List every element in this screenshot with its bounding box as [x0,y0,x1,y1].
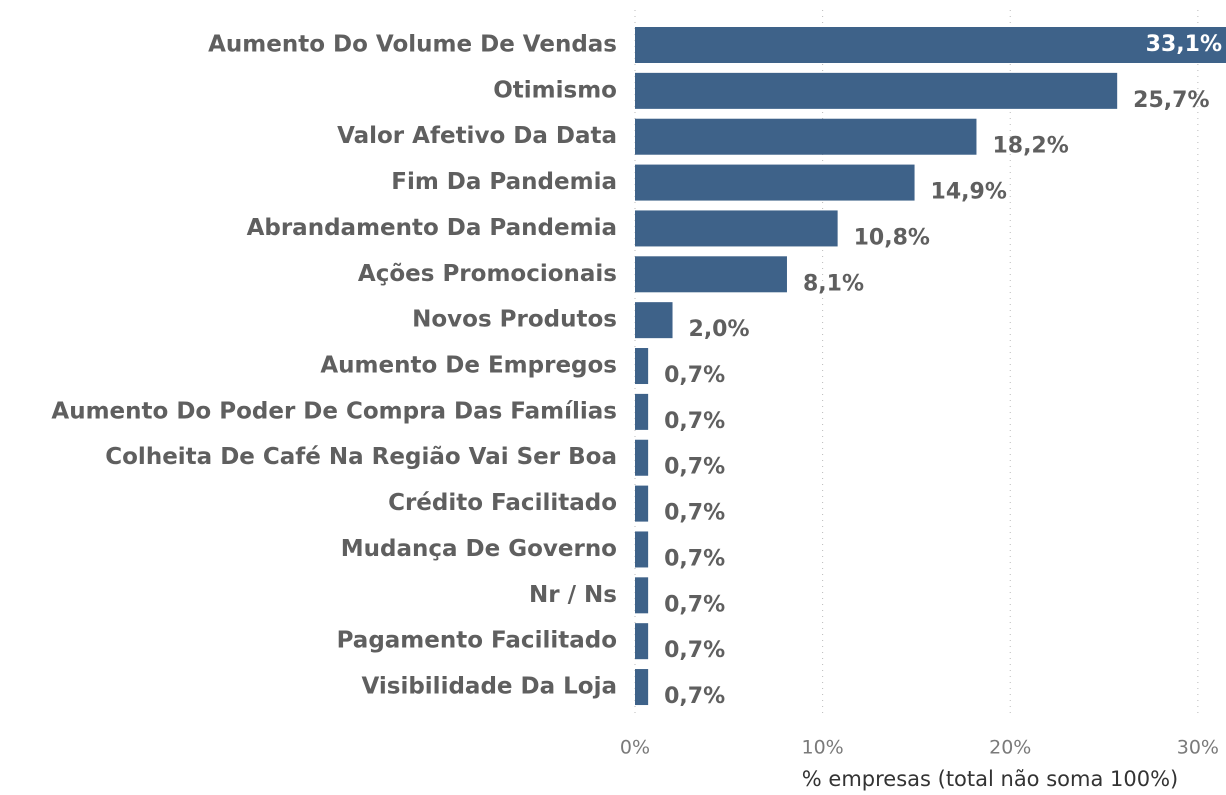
x-tick-label: 20% [989,737,1031,759]
bar [635,577,649,614]
value-label: 0,7% [664,592,725,617]
bar [635,485,649,522]
category-label: Visibilidade Da Loja [361,674,617,700]
category-label: Novos Produtos [412,307,617,333]
bar [635,256,787,293]
x-axis-title: % empresas (total não soma 100%) [802,767,1178,791]
bar [635,348,649,385]
category-label: Valor Afetivo Da Data [337,123,617,149]
category-label: Aumento Do Poder De Compra Das Famílias [51,398,617,424]
bar [635,27,1226,63]
value-label: 14,9% [931,180,1007,205]
category-label: Otimismo [493,77,617,103]
category-label: Pagamento Facilitado [337,628,617,654]
category-label: Crédito Facilitado [388,490,617,516]
value-label: 18,2% [992,134,1068,159]
value-label: 0,7% [664,546,725,571]
bar [635,210,838,247]
bar [635,393,649,430]
value-label: 0,7% [664,363,725,388]
x-tick-label: 30% [1177,737,1219,759]
category-label: Ações Promocionais [358,261,617,287]
value-label: 25,7% [1133,88,1209,113]
value-label: 10,8% [854,225,930,250]
value-label: 33,1% [1146,32,1222,57]
value-label: 0,7% [664,684,725,709]
bar [635,164,915,201]
bar [635,302,673,339]
bar [635,72,1118,109]
value-label: 0,7% [664,501,725,526]
category-label: Colheita De Café Na Região Vai Ser Boa [105,444,617,470]
x-tick-label: 10% [802,737,844,759]
category-label: Aumento Do Volume De Vendas [208,32,617,58]
value-label: 0,7% [664,409,725,434]
category-label: Fim Da Pandemia [391,169,617,195]
category-label: Aumento De Empregos [320,353,617,379]
value-label: 0,7% [664,455,725,480]
value-label: 0,7% [664,638,725,663]
bar [635,669,649,706]
category-label: Abrandamento Da Pandemia [247,215,617,241]
bar [635,118,977,155]
value-label: 2,0% [689,317,750,342]
bar [635,439,649,476]
category-label: Mudança De Governo [341,536,617,562]
bar [635,531,649,568]
value-label: 8,1% [803,271,864,296]
bar [635,623,649,660]
x-tick-label: 0% [620,737,650,759]
category-label: Nr / Ns [529,582,617,608]
